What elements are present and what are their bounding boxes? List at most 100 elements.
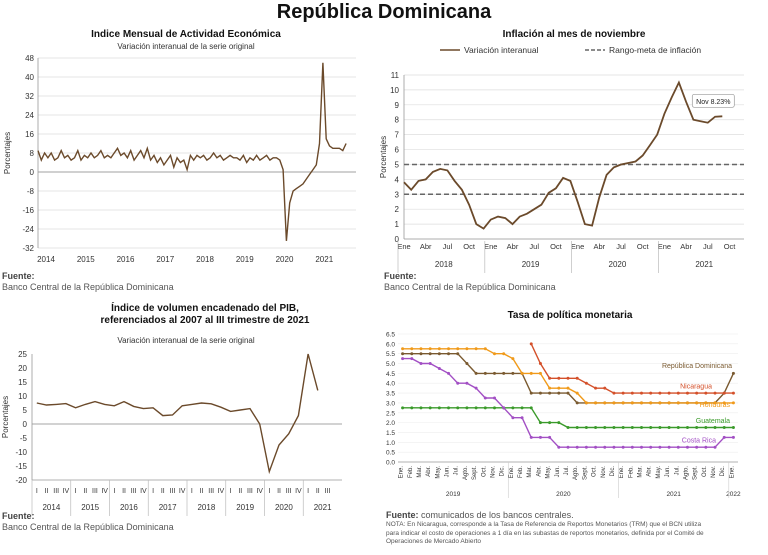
pib-quarter-tick: II [45, 488, 49, 495]
inflacion-legend-band: Rango-meta de inflación [609, 45, 701, 55]
tpm-series-point [630, 445, 634, 449]
tpm-series-point [685, 401, 689, 405]
inflacion-month-tick: Abr [680, 242, 692, 251]
tpm-series-point [474, 347, 478, 351]
pib-ytick: -10 [15, 448, 27, 457]
pib-quarter-tick: I [152, 488, 154, 495]
tpm-series-point [649, 401, 653, 405]
inflacion-series-line [403, 80, 723, 230]
tpm-series-point [511, 416, 515, 420]
inflacion-ytick: 1 [395, 220, 400, 229]
tpm-series-point [685, 391, 689, 395]
tpm-series-point [419, 352, 423, 356]
tpm-series-point [428, 406, 432, 410]
tpm-year-label: 2022 [726, 491, 741, 498]
tpm-series-point [548, 391, 552, 395]
tpm-ytick: 2.5 [386, 410, 395, 417]
tpm-month-tick: Jul. [674, 466, 680, 476]
imae-ytick: -32 [22, 244, 34, 253]
tpm-source-label: Fuente: [386, 510, 419, 520]
pib-year-label: 2021 [314, 503, 332, 512]
tpm-series-point [594, 386, 598, 390]
tpm-series-point [483, 371, 487, 375]
tpm-series-point [603, 445, 607, 449]
pib-quarter-tick: III [53, 488, 59, 495]
pib-subtitle: Variación interanual de la serie origina… [117, 336, 255, 345]
note-line-1: NOTA: En Nicaragua, corresponde a la Tas… [386, 521, 702, 528]
tpm-series-point [492, 406, 496, 410]
inflacion-annotation-box [691, 93, 735, 108]
tpm-series-point [603, 401, 607, 405]
tpm-month-tick: May. [546, 466, 552, 479]
tpm-ytick: 2.0 [386, 420, 395, 427]
inflacion-year-label: 2019 [522, 260, 540, 269]
inflacion-month-tick: Jul [703, 242, 713, 251]
tpm-series-point [465, 347, 469, 351]
imae-source-label: Fuente: [2, 271, 35, 281]
tpm-series-point [437, 347, 441, 351]
inflacion-ytick: 5 [395, 160, 400, 169]
tpm-series-line [402, 348, 734, 404]
tpm-series-point [419, 347, 423, 351]
tpm-series-point [695, 426, 699, 430]
imae-series-line [37, 62, 347, 241]
tpm-series-point [465, 406, 469, 410]
pib-source-text: Banco Central de la República Dominicana [2, 522, 174, 532]
tpm-series-point [557, 445, 561, 449]
pib-ytick: 20 [18, 364, 27, 373]
tpm-series-point [575, 391, 579, 395]
pib-quarter-tick: IV [101, 488, 108, 495]
tpm-year-label: 2020 [556, 491, 571, 498]
pib-quarter-tick: II [238, 488, 242, 495]
tpm-series-point [437, 366, 441, 370]
pib-ytick: -5 [20, 434, 28, 443]
tpm-series-point [437, 406, 441, 410]
pib-quarter-tick: III [247, 488, 253, 495]
pib-quarter-tick: III [92, 488, 98, 495]
tpm-series-point [538, 391, 542, 395]
tpm-series-point [529, 371, 533, 375]
tpm-series-point [511, 357, 515, 361]
pib-quarter-tick: II [83, 488, 87, 495]
tpm-month-tick: May. [656, 466, 662, 479]
tpm-series-point [483, 406, 487, 410]
tpm-series-point [557, 391, 561, 395]
pib-quarter-tick: II [277, 488, 281, 495]
pib-ytick: 0 [23, 420, 28, 429]
pib-quarter-tick: II [161, 488, 165, 495]
tpm-series-point [456, 347, 460, 351]
tpm-month-tick: Ene. [509, 466, 515, 479]
pib-quarter-tick: IV [218, 488, 225, 495]
imae-ylabel: Porcentajes [3, 132, 12, 174]
inflacion-panel: Inflación al mes de noviembre Variación … [380, 24, 768, 292]
tpm-month-tick: Nov. [711, 466, 717, 478]
inflacion-source-label: Fuente: [384, 271, 417, 281]
tpm-month-tick: Feb. [518, 466, 524, 478]
page-title: República Dominicana [276, 1, 492, 23]
tpm-series-point [640, 426, 644, 430]
tpm-series-point [529, 406, 533, 410]
pib-quarter-tick: IV [256, 488, 263, 495]
tpm-series-point [456, 406, 460, 410]
tpm-series-point [722, 426, 726, 430]
tpm-series-point [575, 376, 579, 380]
imae-xtick: 2014 [37, 255, 55, 264]
tpm-source: Fuente: comunicados de los bancos centra… [386, 510, 574, 520]
tpm-series-point [676, 391, 680, 395]
tpm-series-point [548, 421, 552, 425]
pib-quarter-tick: II [316, 488, 320, 495]
tpm-month-tick: Oct. [702, 466, 708, 477]
pib-year-label: 2014 [42, 503, 60, 512]
tpm-series-point [538, 421, 542, 425]
tpm-series-point [548, 376, 552, 380]
tpm-series-point [511, 371, 515, 375]
tpm-series-point [401, 357, 405, 361]
tpm-series-point [621, 426, 625, 430]
tpm-month-tick: Nov. [601, 466, 607, 478]
note-line-2: para indicar el costo de operaciones a 1… [386, 529, 704, 537]
pib-ytick: 25 [18, 350, 27, 359]
imae-source-text: Banco Central de la República Dominicana [2, 282, 174, 292]
tpm-series-point [428, 362, 432, 366]
tpm-series-point [520, 416, 524, 420]
pib-quarter-tick: IV [179, 488, 186, 495]
